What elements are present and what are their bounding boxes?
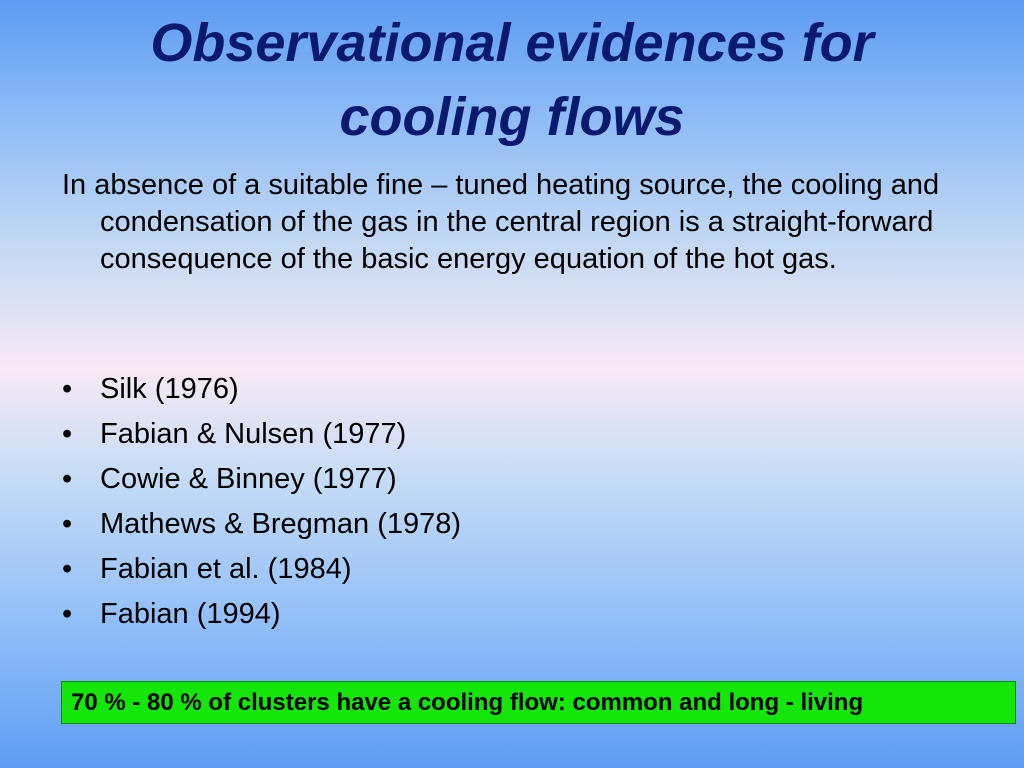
bullet-icon: •	[62, 418, 73, 450]
intro-paragraph: In absence of a suitable fine – tuned he…	[62, 169, 940, 275]
bullet-icon: •	[62, 463, 73, 495]
bullet-icon: •	[62, 508, 73, 540]
reference-item: • Silk (1976)	[62, 367, 461, 412]
slide-title: Observational evidences for cooling flow…	[0, 6, 1024, 154]
reference-item: • Cowie & Binney (1977)	[62, 457, 461, 502]
reference-text: Fabian et al. (1984)	[100, 553, 352, 585]
bullet-icon: •	[62, 598, 73, 630]
reference-item: • Fabian et al. (1984)	[62, 547, 461, 592]
reference-text: Fabian & Nulsen (1977)	[100, 418, 407, 450]
slide-title-line-2: cooling flows	[339, 87, 685, 147]
reference-text: Fabian (1994)	[100, 598, 281, 630]
bullet-icon: •	[62, 373, 73, 405]
slide-title-line-1: Observational evidences for	[150, 13, 874, 73]
reference-item: • Fabian (1994)	[62, 592, 461, 637]
bullet-icon: •	[62, 553, 73, 585]
reference-item: • Fabian & Nulsen (1977)	[62, 412, 461, 457]
reference-text: Cowie & Binney (1977)	[100, 463, 397, 495]
reference-text: Silk (1976)	[100, 373, 239, 405]
reference-list: • Silk (1976) • Fabian & Nulsen (1977) •…	[62, 367, 461, 637]
callout-box: 70 % - 80 % of clusters have a cooling f…	[61, 681, 1016, 724]
reference-text: Mathews & Bregman (1978)	[100, 508, 462, 540]
reference-item: • Mathews & Bregman (1978)	[62, 502, 461, 547]
